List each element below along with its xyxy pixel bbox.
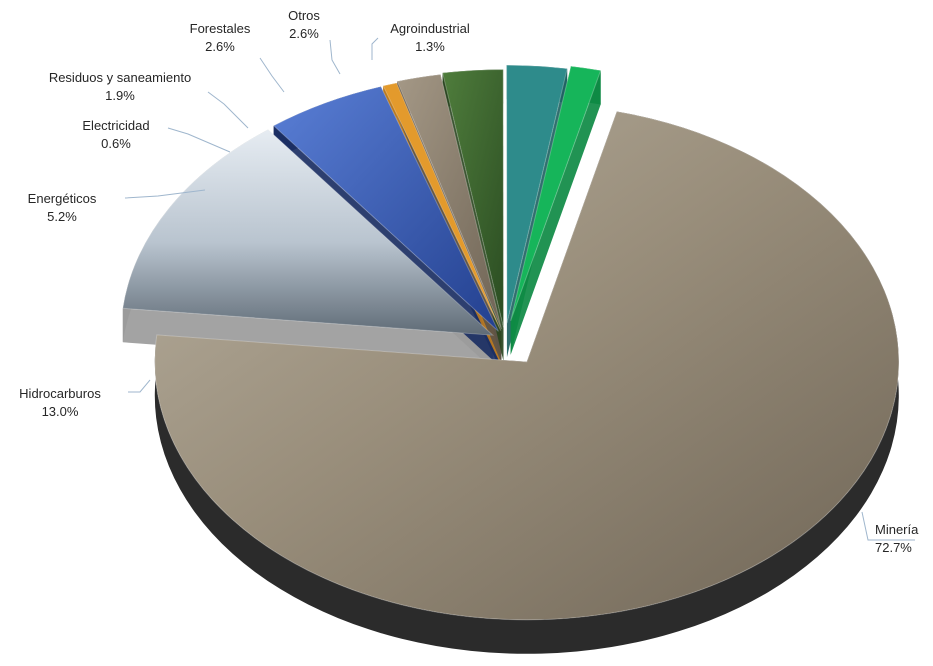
slice-label-agroindustrial: Agroindustrial bbox=[390, 21, 470, 36]
slice-electricidad bbox=[382, 82, 502, 331]
slice-value-residuos-y-saneamiento: 1.9% bbox=[105, 88, 135, 103]
leader-line-electricidad bbox=[167, 127, 231, 153]
slice-label-electricidad: Electricidad bbox=[82, 118, 149, 133]
leader-line-residuos-y-saneamiento bbox=[207, 91, 249, 129]
leader-line-forestales bbox=[259, 57, 285, 93]
slice-label-energéticos: Energéticos bbox=[28, 191, 97, 206]
slice-value-otros: 2.6% bbox=[289, 26, 319, 41]
leader-line-energéticos bbox=[124, 189, 206, 199]
slice-value-electricidad: 0.6% bbox=[101, 136, 131, 151]
slice-forestales bbox=[441, 68, 505, 328]
leader-line-hidrocarburos bbox=[128, 379, 151, 393]
slice-minería bbox=[154, 110, 900, 621]
slice-tops bbox=[122, 64, 900, 621]
slice-labels: Minería 72.7% Hidrocarburos 13.0% Energético… bbox=[19, 8, 919, 555]
slice-agroindustrial bbox=[510, 65, 602, 321]
slice-value-energéticos: 5.2% bbox=[47, 209, 77, 224]
leader-line-otros bbox=[329, 39, 341, 75]
slice-energéticos bbox=[272, 85, 499, 332]
slice-value-agroindustrial: 1.3% bbox=[415, 39, 445, 54]
slice-label-otros: Otros bbox=[288, 8, 320, 23]
slice-label-hidrocarburos: Hidrocarburos bbox=[19, 386, 101, 401]
slice-value-hidrocarburos: 13.0% bbox=[42, 404, 79, 419]
leader-line-minería bbox=[861, 511, 915, 541]
leader-line-agroindustrial bbox=[371, 37, 379, 60]
slice-wall-agroindustrial-1 bbox=[510, 70, 601, 355]
slice-label-minería: Minería bbox=[875, 522, 919, 537]
slice-label-forestales: Forestales bbox=[190, 21, 251, 36]
slice-value-minería: 72.7% bbox=[875, 540, 912, 555]
slice-value-forestales: 2.6% bbox=[205, 39, 235, 54]
slice-otros bbox=[506, 64, 568, 324]
slice-residuos-y-saneamiento bbox=[396, 74, 502, 330]
slice-label-residuos-y-saneamiento: Residuos y saneamiento bbox=[49, 70, 191, 85]
slice-hidrocarburos bbox=[122, 128, 495, 336]
